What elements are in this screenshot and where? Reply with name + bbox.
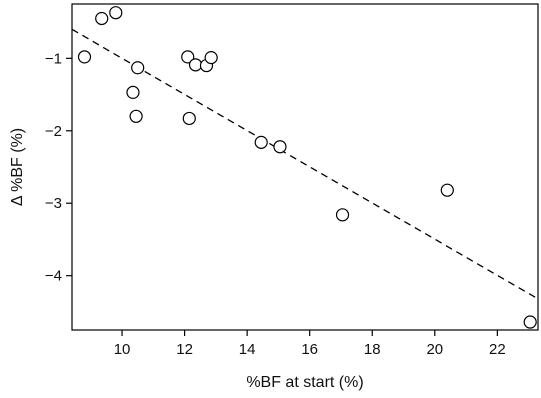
data-point	[440, 183, 454, 197]
y-tick-label: −2	[45, 123, 62, 140]
y-tick-label: −3	[45, 195, 62, 212]
data-point	[129, 109, 143, 123]
y-axis-ticks: −1 −2 −3 −4	[45, 50, 72, 285]
data-point	[335, 208, 350, 222]
x-axis-label: %BF at start (%)	[246, 374, 363, 391]
data-point	[126, 85, 140, 99]
data-point	[188, 58, 203, 72]
x-axis-ticks: 10 12 14 16 18 20 22	[114, 330, 506, 358]
data-point	[273, 140, 287, 154]
y-tick-label: −4	[45, 268, 62, 285]
plot-frame	[71, 3, 539, 331]
trend-line	[71, 28, 539, 300]
data-point	[254, 135, 268, 149]
data-point	[77, 50, 92, 64]
y-tick-label: −1	[45, 50, 62, 67]
data-points	[77, 6, 537, 329]
x-tick-label: 16	[301, 341, 318, 358]
x-tick-label: 22	[489, 341, 506, 358]
x-tick-label: 10	[114, 341, 131, 358]
data-point	[182, 111, 196, 126]
x-tick-label: 20	[426, 341, 443, 358]
data-point	[109, 6, 123, 20]
data-point	[95, 11, 109, 26]
y-axis-label: Δ %BF (%)	[9, 128, 26, 206]
x-tick-label: 14	[239, 341, 256, 358]
x-tick-label: 18	[364, 341, 381, 358]
data-point	[204, 51, 218, 65]
data-point	[523, 315, 537, 329]
data-point	[131, 61, 145, 75]
x-tick-label: 12	[176, 341, 193, 358]
data-point	[181, 50, 195, 64]
